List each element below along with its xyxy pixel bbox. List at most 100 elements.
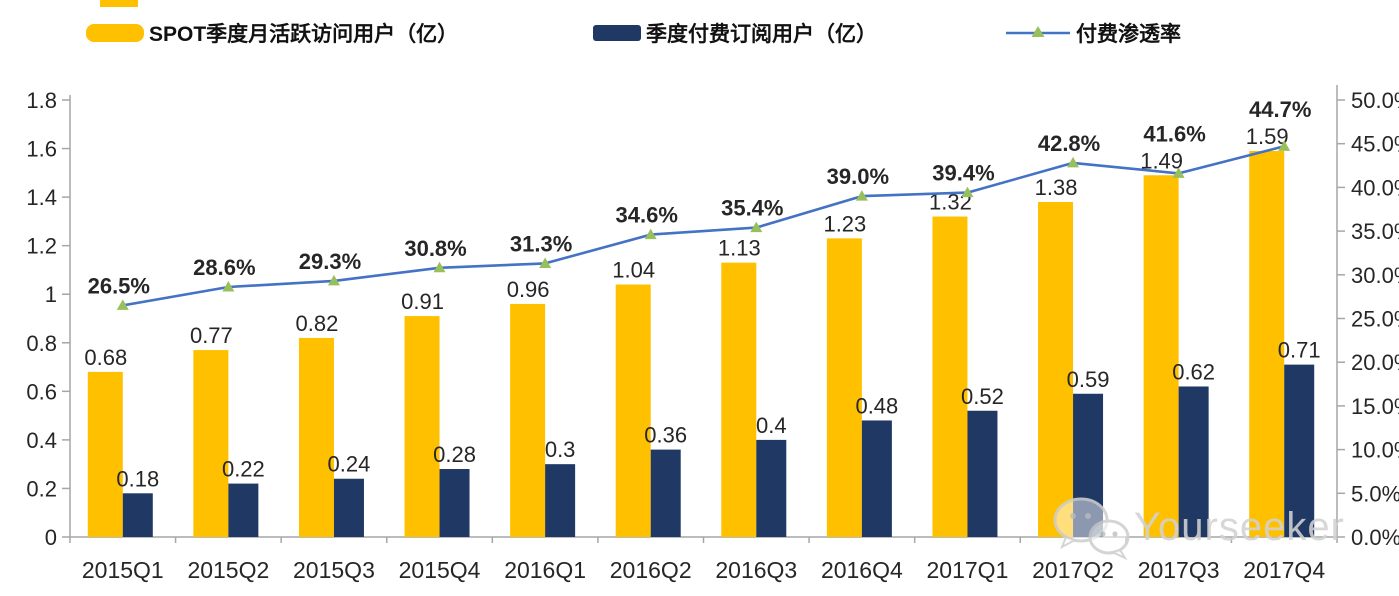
left-axis-tick-label: 0 — [45, 525, 57, 550]
penetration-marker-icon — [961, 186, 974, 198]
penetration-marker-icon — [855, 190, 868, 201]
paid-value-label: 0.48 — [855, 393, 898, 418]
bar-paid — [122, 493, 153, 537]
x-axis-label: 2017Q4 — [1243, 557, 1325, 583]
bar-paid — [439, 469, 470, 537]
penetration-pct-label: 34.6% — [616, 203, 678, 228]
penetration-pct-label: 42.8% — [1038, 131, 1100, 156]
bar-paid — [545, 464, 576, 537]
penetration-pct-label: 31.3% — [510, 231, 572, 256]
right-axis-tick-label: 40.0% — [1351, 175, 1399, 200]
penetration-pct-label: 39.0% — [827, 164, 889, 189]
bar-mau — [1249, 150, 1285, 537]
penetration-pct-label: 28.6% — [193, 255, 255, 280]
bar-mau — [87, 371, 123, 537]
bar-mau — [404, 316, 440, 537]
subscribers-swatch-icon — [593, 25, 641, 41]
x-axis-label: 2017Q3 — [1138, 557, 1220, 583]
mau-value-label: 0.82 — [296, 311, 339, 336]
x-axis-label: 2015Q1 — [82, 557, 164, 583]
paid-value-label: 0.3 — [545, 437, 576, 462]
penetration-marker-icon — [750, 221, 763, 233]
penetration-pct-label: 30.8% — [404, 236, 466, 261]
x-axis-label: 2016Q2 — [610, 557, 692, 583]
penetration-pct-label: 26.5% — [88, 273, 150, 298]
mau-value-label: 0.77 — [190, 323, 233, 348]
right-axis-tick-label: 35.0% — [1351, 219, 1399, 244]
legend-label-mau: SPOT季度月活跃访问用户（亿） — [149, 23, 459, 46]
penetration-marker-icon — [222, 281, 235, 292]
penetration-marker-icon — [433, 261, 446, 273]
penetration-marker-icon — [1278, 140, 1291, 151]
penetration-marker-icon — [327, 274, 340, 286]
mau-swatch-icon — [86, 24, 144, 42]
bar-paid — [1178, 386, 1209, 537]
watermark: Yourseeker — [1048, 494, 1345, 560]
bar-paid — [333, 478, 364, 537]
mau-value-label: 1.59 — [1246, 124, 1289, 149]
x-axis-label: 2016Q4 — [821, 557, 903, 583]
right-axis-tick-label: 5.0% — [1351, 481, 1399, 506]
legend-label-subscribers: 季度付费订阅用户（亿） — [646, 23, 877, 46]
right-axis-tick-label: 45.0% — [1351, 132, 1399, 157]
mau-value-label: 1.04 — [612, 258, 655, 283]
bar-mau — [1038, 201, 1074, 537]
mau-value-label: 0.91 — [401, 289, 444, 314]
paid-value-label: 0.28 — [433, 442, 476, 467]
right-axis-tick-label: 25.0% — [1351, 307, 1399, 332]
bar-paid — [650, 449, 681, 537]
left-axis-tick-label: 1.8 — [26, 88, 57, 113]
mau-value-label: 1.38 — [1035, 175, 1078, 200]
right-axis-tick-label: 15.0% — [1351, 394, 1399, 419]
bar-paid — [756, 439, 787, 537]
penetration-pct-label: 44.7% — [1249, 97, 1311, 122]
left-axis-tick-label: 1.4 — [26, 185, 57, 210]
bar-mau — [721, 262, 757, 537]
wechat-icon — [1053, 497, 1130, 560]
paid-value-label: 0.59 — [1067, 367, 1110, 392]
penetration-pct-label: 39.4% — [932, 161, 994, 186]
right-axis-tick-label: 30.0% — [1351, 263, 1399, 288]
bar-mau — [193, 350, 229, 537]
mau-value-label: 0.68 — [84, 345, 127, 370]
bar-mau — [510, 303, 546, 537]
x-axis-label: 2015Q3 — [293, 557, 375, 583]
penetration-marker-icon — [1172, 167, 1185, 178]
bar-mau — [1143, 175, 1179, 537]
bar-paid — [967, 410, 998, 537]
paid-value-label: 0.24 — [328, 452, 371, 477]
legend-item-subscribers: 季度付费订阅用户（亿） — [593, 20, 877, 46]
bar-paid — [1284, 364, 1315, 537]
mau-value-label: 1.23 — [823, 211, 866, 236]
paid-value-label: 0.52 — [961, 384, 1004, 409]
penetration-marker-icon — [539, 257, 552, 268]
x-axis-label: 2015Q2 — [187, 557, 269, 583]
penetration-marker-icon — [644, 228, 657, 240]
paid-value-label: 0.71 — [1278, 338, 1321, 363]
left-axis-tick-label: 1.2 — [26, 234, 57, 259]
right-axis-tick-label: 10.0% — [1351, 438, 1399, 463]
legend-item-mau: SPOT季度月活跃访问用户（亿） — [86, 20, 458, 46]
bar-paid — [861, 420, 892, 537]
penetration-line — [122, 145, 1285, 307]
left-axis-tick-label: 0.6 — [26, 379, 57, 404]
legend-item-penetration: 付费渗透率 — [1005, 20, 1181, 46]
penetration-marker-icon — [116, 299, 129, 310]
penetration-marker-icon — [1067, 156, 1080, 168]
right-axis-tick-label: 50.0% — [1351, 88, 1399, 113]
x-axis-label: 2016Q1 — [504, 557, 586, 583]
penetration-pct-label: 41.6% — [1143, 121, 1205, 146]
x-axis-label: 2017Q1 — [927, 557, 1009, 583]
left-axis-tick-label: 0.2 — [26, 476, 57, 501]
legend-label-penetration: 付费渗透率 — [1076, 23, 1181, 46]
left-axis-tick-label: 1.6 — [26, 137, 57, 162]
bar-mau — [615, 284, 651, 537]
penetration-pct-label: 29.3% — [299, 249, 361, 274]
mau-value-label: 0.96 — [507, 277, 550, 302]
paid-value-label: 0.36 — [644, 423, 687, 448]
left-axis-tick-label: 1 — [45, 282, 57, 307]
bar-paid — [228, 483, 259, 537]
left-axis-tick-label: 0.4 — [26, 428, 57, 453]
right-axis-tick-label: 0.0% — [1351, 525, 1399, 550]
